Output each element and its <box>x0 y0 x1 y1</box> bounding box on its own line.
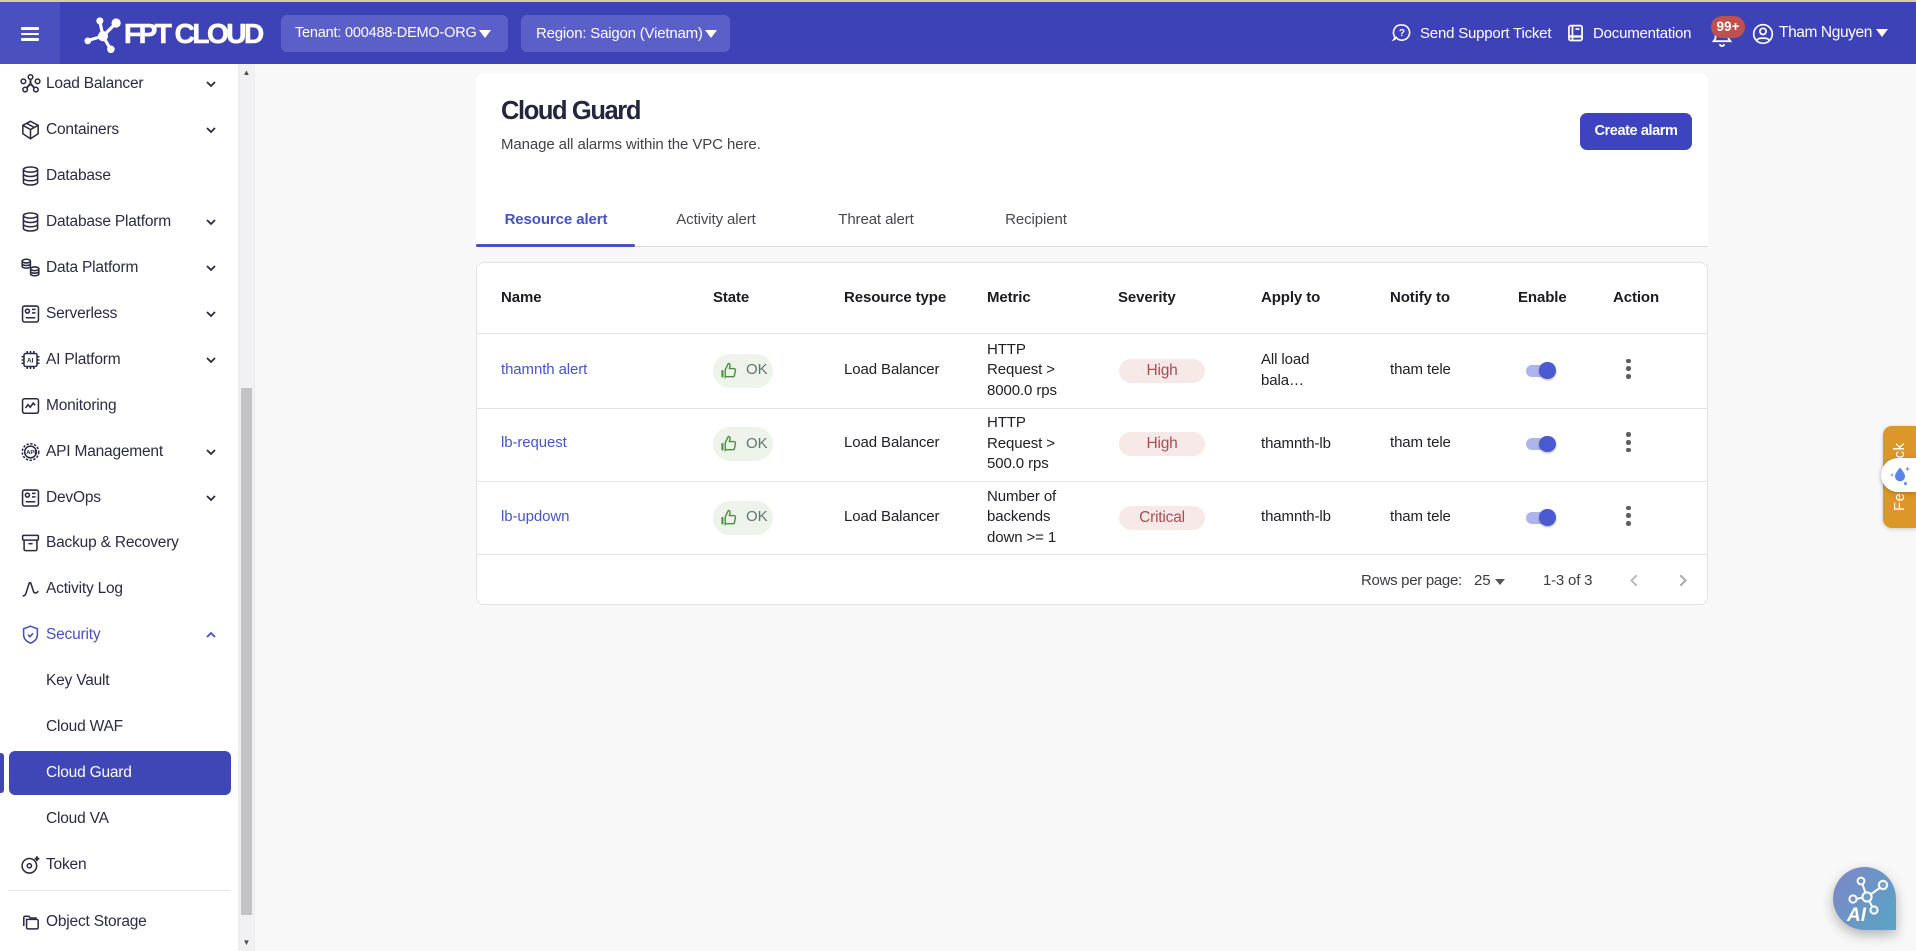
svg-text:AI: AI <box>1846 905 1867 925</box>
svg-text:?: ? <box>1399 28 1405 39</box>
svg-text:AI: AI <box>27 357 34 364</box>
svg-text:API: API <box>26 450 36 456</box>
